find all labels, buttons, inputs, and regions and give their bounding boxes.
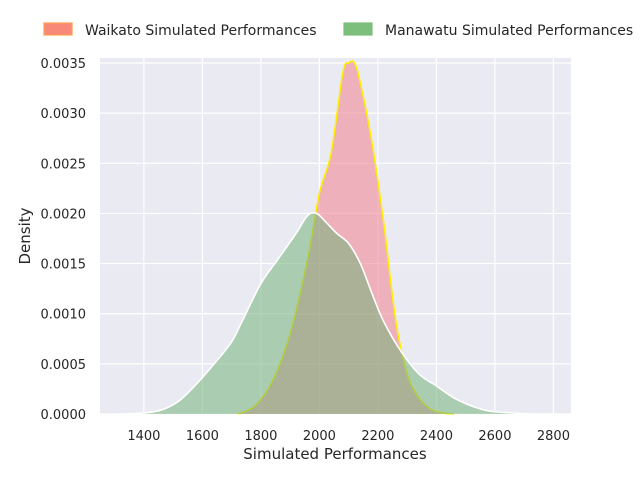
x-tick-label: 1800 xyxy=(244,429,277,444)
y-tick-label: 0.0030 xyxy=(41,107,87,122)
y-axis-label: Density xyxy=(16,207,34,264)
legend-label-manawatu: Manawatu Simulated Performances xyxy=(385,23,633,39)
y-tick-labels: 0.0000 0.0005 0.0010 0.0015 0.0020 0.0025 0.00… xyxy=(41,57,87,423)
density-areas xyxy=(120,60,560,415)
density-area-waikato xyxy=(237,61,454,414)
legend-swatch-manawatu xyxy=(343,22,373,36)
y-tick-label: 0.0025 xyxy=(41,157,87,172)
y-tick-label: 0.0000 xyxy=(41,408,87,423)
y-tick-label: 0.0005 xyxy=(41,358,87,373)
legend-label-waikato: Waikato Simulated Performances xyxy=(85,23,317,39)
legend-swatch-waikato xyxy=(43,22,73,36)
y-tick-label: 0.0035 xyxy=(41,57,87,72)
x-tick-label: 2600 xyxy=(478,429,511,444)
x-tick-label: 2800 xyxy=(537,429,570,444)
y-tick-label: 0.0015 xyxy=(41,258,87,273)
x-tick-label: 1400 xyxy=(127,429,160,444)
x-axis-label: Simulated Performances xyxy=(243,445,427,463)
x-tick-labels: 1400 1600 1800 2000 2200 2400 2600 2800 xyxy=(127,429,570,444)
density-line-manawatu xyxy=(120,211,560,415)
x-tick-label: 1600 xyxy=(186,429,219,444)
density-area-manawatu xyxy=(120,212,560,414)
y-tick-label: 0.0020 xyxy=(41,207,87,222)
x-tick-label: 2400 xyxy=(420,429,453,444)
y-tick-label: 0.0010 xyxy=(41,308,87,323)
x-tick-label: 2200 xyxy=(361,429,394,444)
x-tick-label: 2000 xyxy=(303,429,336,444)
legend: Waikato Simulated Performances Manawatu … xyxy=(43,22,633,39)
